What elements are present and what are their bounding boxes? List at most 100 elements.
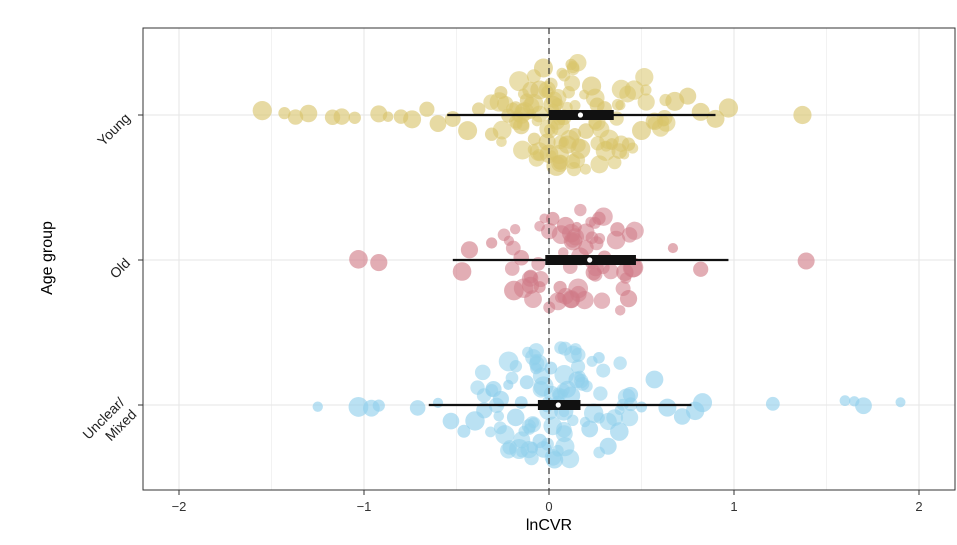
data-point — [504, 261, 520, 276]
data-point — [460, 241, 479, 259]
data-point — [539, 213, 550, 224]
data-point — [529, 354, 541, 365]
data-point — [543, 301, 556, 314]
data-point — [516, 118, 530, 131]
data-point — [568, 127, 582, 141]
data-point — [635, 68, 654, 87]
x-tick-label: 0 — [545, 499, 552, 514]
data-point — [483, 94, 499, 111]
data-point — [527, 417, 539, 429]
data-point — [588, 267, 603, 282]
data-point — [429, 115, 447, 132]
data-point — [593, 232, 606, 245]
data-point — [472, 102, 486, 116]
x-tick-label: 1 — [730, 499, 737, 514]
data-point — [610, 422, 629, 441]
data-point — [485, 426, 496, 438]
data-point — [370, 253, 388, 272]
data-point — [580, 163, 591, 175]
data-points — [252, 54, 906, 469]
x-axis-title: lnCVR — [526, 517, 572, 534]
x-tick-label: −2 — [172, 499, 187, 514]
data-point — [492, 390, 509, 408]
data-point — [693, 261, 709, 277]
data-point — [496, 136, 507, 148]
data-point — [599, 437, 617, 455]
y-axis-title: Age group — [39, 221, 56, 295]
data-point — [474, 364, 491, 381]
data-point — [476, 388, 492, 403]
data-point — [432, 397, 444, 408]
data-point — [566, 62, 580, 76]
data-point — [580, 380, 593, 393]
data-point — [348, 111, 361, 124]
data-point — [278, 107, 291, 120]
data-point — [895, 397, 906, 408]
data-point — [372, 399, 385, 412]
median-point — [577, 112, 584, 118]
data-point — [619, 149, 630, 160]
data-point — [531, 115, 543, 127]
data-point — [493, 410, 505, 422]
data-point — [565, 154, 581, 170]
data-point — [667, 242, 679, 254]
data-point — [718, 98, 739, 118]
data-point — [600, 140, 612, 152]
data-point — [287, 109, 304, 125]
data-point — [657, 113, 676, 132]
data-point — [476, 402, 493, 419]
data-point — [509, 224, 521, 235]
data-point — [557, 388, 568, 400]
data-point — [533, 281, 546, 293]
data-point — [596, 363, 611, 378]
data-point — [495, 425, 515, 445]
data-point — [382, 111, 394, 123]
data-point — [403, 110, 422, 129]
data-point — [457, 424, 471, 438]
data-point — [855, 397, 872, 415]
data-point — [615, 100, 626, 111]
y-category-label: Old — [106, 255, 133, 282]
data-point — [691, 102, 710, 121]
data-point — [486, 237, 498, 249]
data-point — [606, 230, 626, 250]
data-point — [613, 356, 627, 370]
data-point — [524, 93, 544, 113]
data-point — [557, 287, 574, 305]
data-point — [569, 343, 582, 356]
data-point — [544, 77, 558, 91]
data-point — [560, 449, 580, 469]
data-point — [602, 263, 619, 280]
data-point — [513, 140, 532, 160]
data-point — [544, 361, 558, 375]
data-point — [570, 138, 591, 159]
data-point — [594, 207, 613, 226]
data-point — [442, 412, 460, 430]
data-point — [570, 359, 586, 374]
data-point — [625, 221, 644, 240]
data-point — [452, 262, 472, 281]
data-point — [541, 437, 554, 451]
data-point — [640, 84, 652, 96]
data-point — [524, 290, 542, 309]
data-point — [505, 240, 521, 256]
data-point — [574, 370, 586, 383]
data-point — [533, 58, 553, 78]
data-point — [550, 116, 571, 136]
y-category-label: Young — [94, 110, 133, 149]
data-point — [517, 88, 529, 100]
data-point — [619, 290, 638, 308]
data-point — [409, 400, 426, 416]
data-point — [593, 351, 605, 364]
data-point — [693, 393, 713, 413]
data-point — [563, 231, 583, 251]
data-point — [627, 142, 639, 154]
median-point — [555, 402, 561, 408]
data-point — [492, 120, 512, 140]
data-point — [679, 87, 697, 105]
data-point — [593, 292, 611, 309]
data-point — [252, 101, 272, 121]
data-point — [569, 100, 581, 112]
data-point — [636, 401, 647, 413]
